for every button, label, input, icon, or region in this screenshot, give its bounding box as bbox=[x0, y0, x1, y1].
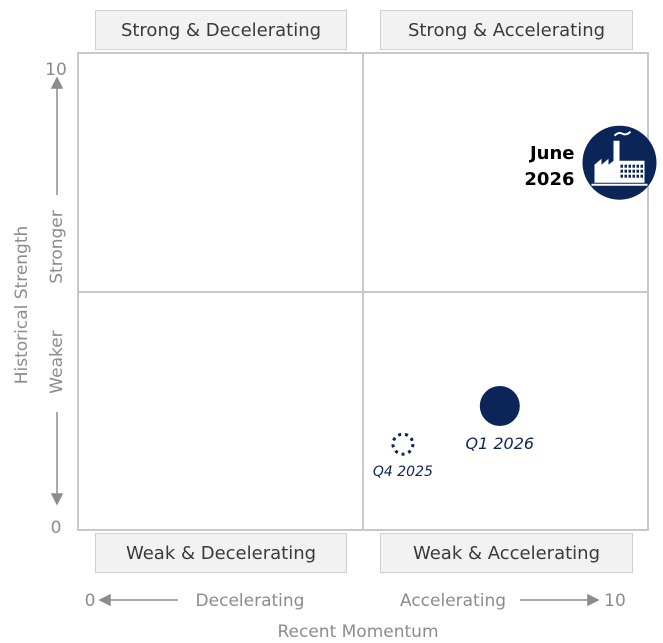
y-tick-label: 10 bbox=[45, 60, 67, 80]
y-high-label: Stronger bbox=[47, 210, 67, 284]
quadrant-label: Strong & Decelerating bbox=[95, 10, 347, 50]
window bbox=[632, 164, 635, 168]
window bbox=[628, 164, 631, 168]
point-label: Q1 2026 bbox=[465, 433, 535, 453]
window bbox=[640, 164, 643, 168]
quadrant-label: Weak & Decelerating bbox=[95, 533, 347, 573]
point bbox=[479, 385, 520, 426]
window bbox=[640, 169, 643, 173]
point-label: June 2026 bbox=[524, 142, 575, 190]
point-icon bbox=[582, 125, 657, 200]
window bbox=[640, 174, 643, 178]
axis-arrows bbox=[50, 76, 600, 607]
point bbox=[391, 432, 415, 456]
window bbox=[624, 169, 627, 173]
factory-icon bbox=[594, 140, 645, 183]
window bbox=[632, 174, 635, 178]
y-low-label: Weaker bbox=[47, 330, 67, 393]
window bbox=[628, 169, 631, 173]
x-axis-label: Recent Momentum bbox=[277, 622, 438, 642]
quadrant-label: Strong & Accelerating bbox=[380, 10, 633, 50]
window bbox=[636, 174, 639, 178]
window bbox=[620, 169, 623, 173]
x-high-label: Accelerating bbox=[400, 591, 506, 611]
x-low-label: Decelerating bbox=[196, 591, 305, 611]
smoke bbox=[613, 130, 632, 137]
point-label: Q4 2025 bbox=[372, 464, 433, 481]
y-axis-label: Historical Strength bbox=[12, 226, 32, 385]
window bbox=[636, 164, 639, 168]
window bbox=[628, 174, 631, 178]
window bbox=[620, 174, 623, 178]
window bbox=[620, 164, 623, 168]
window bbox=[624, 174, 627, 178]
y-tick-label: 0 bbox=[51, 518, 62, 538]
window bbox=[632, 169, 635, 173]
x-tick-label: 0 bbox=[85, 591, 96, 611]
window bbox=[636, 169, 639, 173]
x-tick-label: 10 bbox=[604, 591, 626, 611]
window bbox=[624, 164, 627, 168]
quadrant-label: Weak & Accelerating bbox=[380, 533, 633, 573]
